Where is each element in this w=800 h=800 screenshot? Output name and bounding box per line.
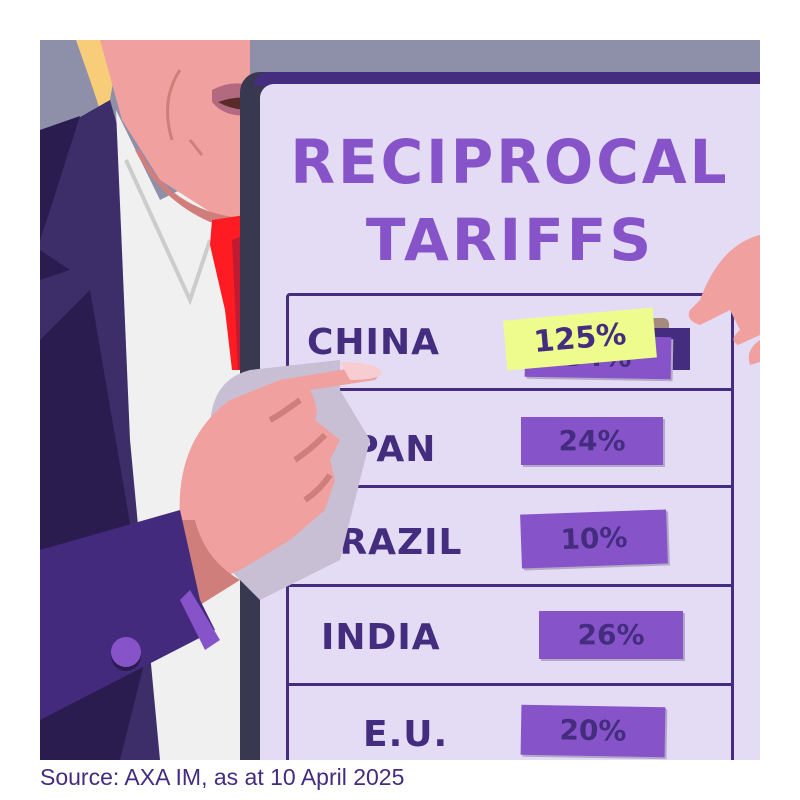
- pointing-hand: [179, 365, 379, 590]
- table-row: INDIA 26%: [289, 587, 731, 686]
- table-row: E.U. 20%: [289, 686, 731, 760]
- tariff-tag: 26%: [539, 611, 683, 659]
- tariff-tag: 24%: [521, 417, 663, 465]
- right-hand: [688, 235, 760, 345]
- board-title-line2: TARIFFS: [365, 206, 655, 274]
- illustration: RECIPROCAL TARIFFS CHINA 34% 125% JAPAN …: [40, 40, 760, 760]
- table-row: JAPAN 24%: [289, 391, 731, 488]
- source-caption: Source: AXA IM, as at 10 April 2025: [40, 764, 405, 790]
- table-row: CHINA 34% 125%: [289, 296, 731, 391]
- cufflink-button: [111, 637, 141, 667]
- country-label: E.U.: [363, 714, 449, 755]
- face: [100, 40, 250, 220]
- hands: [40, 235, 760, 720]
- fingernail: [340, 362, 382, 380]
- country-label: INDIA: [321, 617, 441, 658]
- country-label: CHINA: [307, 322, 440, 363]
- board-title-line1: RECIPROCAL: [290, 126, 730, 198]
- sleeve: [40, 510, 215, 720]
- tariff-table: CHINA 34% 125% JAPAN 24% BRAZIL 10% INDI…: [286, 293, 734, 760]
